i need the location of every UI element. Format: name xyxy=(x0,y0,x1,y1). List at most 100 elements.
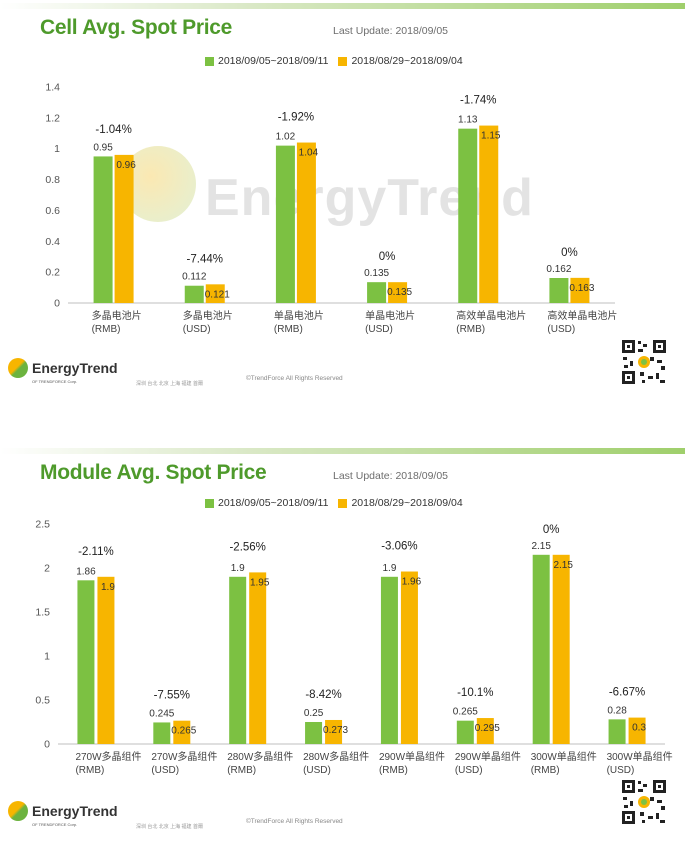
bar-series2 xyxy=(628,717,646,744)
bar-series2 xyxy=(552,554,570,744)
data-label-series2: 0.135 xyxy=(387,287,412,298)
bar-series1 xyxy=(305,722,323,744)
data-label-series1: 0.162 xyxy=(546,264,571,275)
y-tick-label: 1.4 xyxy=(45,82,60,94)
data-label-series1: 0.135 xyxy=(364,268,389,279)
x-tick-label: 高效单晶电池片 xyxy=(547,309,617,322)
module-price-slide: Module Avg. Spot Price Last Update: 2018… xyxy=(0,445,685,835)
bar-series1 xyxy=(229,576,247,744)
data-label-series1: 0.25 xyxy=(304,708,324,719)
x-tick-label-unit: (RMB) xyxy=(227,765,256,776)
y-tick-label: 0.5 xyxy=(35,695,50,707)
change-label: -2.56% xyxy=(229,541,265,553)
data-label-series2: 0.295 xyxy=(475,723,500,734)
data-label-series2: 1.15 xyxy=(481,131,501,142)
x-tick-label: 单晶电池片 xyxy=(274,309,324,322)
bar-series2 xyxy=(173,720,191,744)
data-label-series1: 1.13 xyxy=(458,115,478,126)
bar-series1 xyxy=(380,576,398,744)
data-label-series2: 2.15 xyxy=(553,560,573,571)
legend-item-series1: 2018/09/05~2018/09/11 xyxy=(205,55,328,67)
y-tick-label: 0.6 xyxy=(45,205,60,217)
data-label-series1: 0.245 xyxy=(149,708,174,719)
y-tick-label: 2.5 xyxy=(35,519,50,531)
x-tick-label: 300W单晶组件 xyxy=(531,750,597,763)
change-label: -1.74% xyxy=(460,95,496,107)
bar-series2 xyxy=(400,571,418,744)
legend-swatch-orange xyxy=(338,498,348,508)
bar-series1 xyxy=(153,722,171,744)
x-tick-label-unit: (USD) xyxy=(183,324,211,335)
data-label-series1: 0.28 xyxy=(607,705,627,716)
footer-cities: 深圳 台北 北京 上海 福建 首爾 xyxy=(136,381,203,387)
logo-subtitle: OF TRENDFORCE Corp. xyxy=(32,379,78,384)
last-update: Last Update: 2018/09/05 xyxy=(333,25,449,37)
data-label-series1: 1.86 xyxy=(76,566,96,577)
y-tick-label: 0 xyxy=(54,298,60,310)
data-label-series2: 1.96 xyxy=(402,577,422,588)
data-label-series2: 1.95 xyxy=(250,577,270,588)
data-label-series1: 2.15 xyxy=(531,541,551,552)
x-tick-label: 多晶电池片 xyxy=(183,309,233,322)
chart-legend: 2018/09/05~2018/09/11 2018/08/29~2018/09… xyxy=(205,497,473,509)
legend-item-series2: 2018/08/29~2018/09/04 xyxy=(338,55,463,67)
legend-label: 2018/09/05~2018/09/11 xyxy=(218,55,329,67)
bar-series2 xyxy=(205,284,225,303)
bar-series2 xyxy=(249,572,267,744)
y-tick-label: 0 xyxy=(44,739,50,751)
x-tick-label-unit: (USD) xyxy=(547,324,575,335)
change-label: -7.55% xyxy=(154,690,190,702)
change-label: -2.11% xyxy=(78,546,114,558)
data-label-series2: 0.163 xyxy=(569,283,594,294)
data-label-series1: 1.02 xyxy=(276,132,296,143)
data-label-series1: 1.9 xyxy=(382,563,396,574)
legend-label: 2018/08/29~2018/09/04 xyxy=(351,55,463,67)
module-bar-chart: 0 0.5 1 1.5 2 2.5 1.86 1.9 -2.11% 270W多晶组件 (RMB) 0.… xyxy=(35,519,672,777)
x-tick-label-unit: (RMB) xyxy=(75,765,104,776)
bar-series1 xyxy=(77,580,95,744)
logo-text: EnergyTrend xyxy=(32,803,118,819)
data-label-series1: 0.95 xyxy=(93,142,113,153)
x-tick-label-unit: (USD) xyxy=(455,765,483,776)
x-tick-label: 多晶电池片 xyxy=(92,309,142,322)
y-tick-label: 0.2 xyxy=(45,267,60,279)
copyright-text: ©TrendForce All Rights Reserved xyxy=(246,375,343,382)
energytrend-logo-icon xyxy=(8,358,28,378)
bar-series2 xyxy=(570,277,590,303)
bar-series1 xyxy=(458,128,478,303)
legend-swatch-green xyxy=(205,56,214,66)
x-tick-label-unit: (RMB) xyxy=(531,765,560,776)
qr-code-icon xyxy=(620,778,668,826)
x-tick-label: 290W单晶组件 xyxy=(455,750,521,763)
bar-series1 xyxy=(184,285,204,303)
footer-logo: EnergyTrend xyxy=(8,358,118,378)
legend-item-series2: 2018/08/29~2018/09/04 xyxy=(338,497,463,509)
logo-subtitle: OF TRENDFORCE Corp. xyxy=(32,822,78,827)
cell-price-slide: Cell Avg. Spot Price Last Update: 2018/0… xyxy=(0,0,685,390)
y-tick-label: 1.5 xyxy=(35,607,50,619)
change-label: -8.42% xyxy=(305,689,341,701)
x-tick-label: 单晶电池片 xyxy=(365,309,415,322)
y-tick-label: 1.2 xyxy=(45,112,60,124)
bar-series2 xyxy=(479,125,499,303)
legend-item-series1: 2018/09/05~2018/09/11 xyxy=(205,497,328,509)
change-label: -1.92% xyxy=(278,112,314,124)
x-tick-label-unit: (RMB) xyxy=(92,324,121,335)
x-tick-label: 290W单晶组件 xyxy=(379,750,445,763)
legend-label: 2018/09/05~2018/09/11 xyxy=(218,497,329,509)
data-label-series1: 1.9 xyxy=(231,563,245,574)
y-tick-label: 1 xyxy=(54,143,60,155)
energytrend-logo-icon xyxy=(8,801,28,821)
bar-series2 xyxy=(388,282,408,303)
bar-series1 xyxy=(367,282,387,303)
qr-code-icon xyxy=(620,338,668,386)
data-label-series2: 0.3 xyxy=(632,723,646,734)
x-tick-label: 高效单晶电池片 xyxy=(456,309,526,322)
footer-logo: EnergyTrend xyxy=(8,801,118,821)
bar-series2 xyxy=(296,142,316,303)
bar-series2 xyxy=(97,576,115,744)
y-tick-label: 1 xyxy=(44,651,50,663)
x-tick-label-unit: (RMB) xyxy=(379,765,408,776)
top-accent-band xyxy=(0,3,685,9)
bar-series1 xyxy=(275,145,295,303)
